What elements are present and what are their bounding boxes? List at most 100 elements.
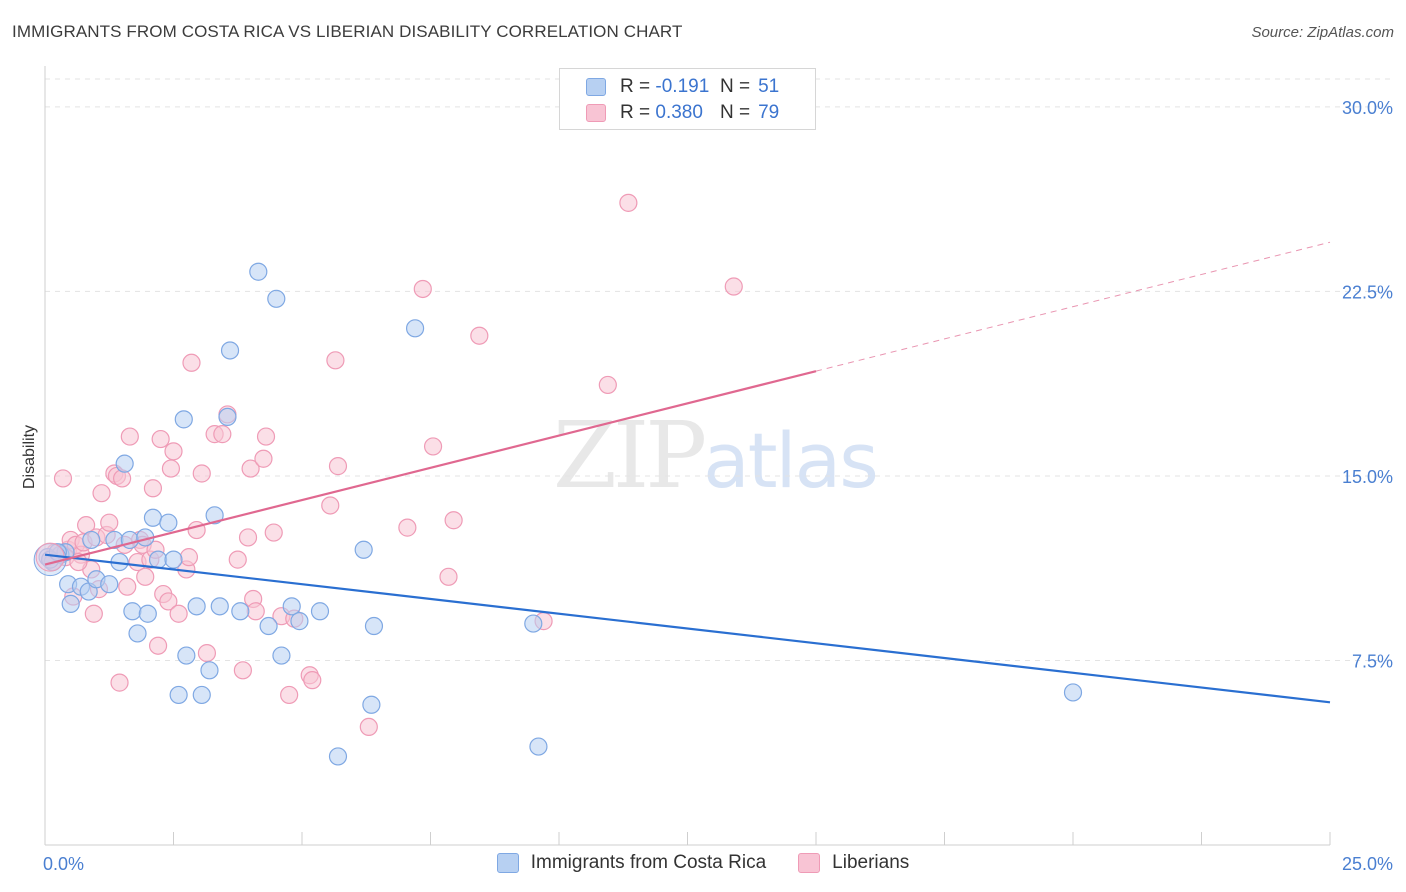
- point-liberian: [598, 375, 617, 395]
- point-liberian: [264, 523, 283, 542]
- y-tick-label: 22.5%: [1342, 282, 1393, 302]
- point-costa-rica: [290, 612, 309, 631]
- n-label: N =: [720, 76, 751, 97]
- point-costa-rica: [310, 602, 330, 621]
- watermark: ZIPatlas: [553, 402, 879, 509]
- point-costa-rica: [192, 685, 211, 705]
- point-liberian: [303, 671, 322, 690]
- point-liberian: [238, 528, 258, 547]
- point-costa-rica: [267, 289, 286, 308]
- point-costa-rica: [249, 262, 268, 281]
- point-costa-rica: [524, 614, 543, 633]
- stats-legend: R = -0.191 N = 51 R = 0.380 N = 79: [559, 68, 816, 130]
- legend-swatch-pink: [798, 853, 821, 873]
- point-liberian: [159, 592, 178, 611]
- trend-line-liberians: [44, 370, 817, 566]
- point-liberian: [321, 496, 340, 515]
- point-costa-rica: [159, 513, 178, 532]
- data-points: [33, 193, 1083, 766]
- point-liberian: [84, 604, 103, 623]
- point-costa-rica: [177, 646, 196, 665]
- point-liberian: [110, 673, 129, 692]
- point-liberian: [143, 479, 163, 498]
- stats-row-liberians: R = 0.380 N = 79: [586, 100, 779, 126]
- point-liberian: [179, 548, 199, 567]
- legend-item-costa-rica[interactable]: Immigrants from Costa Rica: [496, 852, 767, 874]
- x-tick-labels: 0.0% 25.0%: [43, 854, 1393, 874]
- legend-item-liberians[interactable]: Liberians: [798, 852, 909, 874]
- point-liberian: [92, 484, 111, 503]
- n-value: 51: [758, 76, 780, 97]
- point-liberian: [118, 577, 137, 596]
- point-costa-rica: [210, 597, 229, 616]
- r-label: R =: [620, 76, 651, 97]
- point-costa-rica: [123, 602, 142, 621]
- axes: [44, 66, 1331, 846]
- point-liberian: [213, 425, 232, 444]
- point-liberian: [233, 661, 252, 680]
- x-tick-label: 0.0%: [43, 854, 84, 874]
- point-liberian: [197, 643, 217, 663]
- point-liberian: [246, 602, 265, 621]
- point-liberian: [439, 567, 458, 586]
- r-value: 0.380: [655, 102, 703, 123]
- trend-line-liberians-extension: [815, 241, 1331, 372]
- point-liberian: [359, 717, 378, 737]
- r-value: -0.191: [655, 76, 710, 97]
- point-costa-rica: [100, 575, 119, 594]
- point-liberian: [161, 459, 181, 478]
- watermark-zip: ZIP: [553, 402, 707, 509]
- point-costa-rica: [164, 550, 183, 569]
- point-liberian: [423, 437, 443, 456]
- point-costa-rica: [115, 454, 134, 473]
- point-liberian: [148, 636, 168, 655]
- point-liberian: [100, 513, 119, 532]
- legend-label: Immigrants from Costa Rica: [530, 852, 767, 873]
- point-costa-rica: [143, 508, 163, 527]
- legend-swatch-blue: [586, 78, 606, 96]
- point-costa-rica: [138, 604, 157, 623]
- point-costa-rica: [148, 550, 168, 569]
- point-costa-rica: [61, 594, 80, 613]
- trend-line-costa-rica: [44, 553, 1331, 704]
- point-liberian: [164, 442, 183, 461]
- watermark-atlas: atlas: [703, 416, 879, 505]
- y-axis-label: Disability: [21, 425, 38, 489]
- point-costa-rica: [82, 530, 101, 550]
- source-label: Source: ZipAtlas.com: [1251, 24, 1394, 41]
- point-costa-rica: [282, 597, 301, 616]
- point-liberian: [470, 326, 489, 345]
- point-costa-rica: [169, 685, 188, 705]
- point-costa-rica: [529, 737, 548, 756]
- stats-row-costa-rica: R = -0.191 N = 51: [586, 74, 779, 100]
- series-legend: Immigrants from Costa Rica Liberians: [0, 852, 1406, 874]
- point-liberian: [280, 685, 299, 705]
- point-costa-rica: [220, 341, 240, 360]
- grid-lines: [45, 78, 1393, 661]
- point-liberian: [182, 353, 201, 372]
- point-liberian: [254, 449, 273, 468]
- point-costa-rica: [187, 597, 206, 616]
- legend-label: Liberians: [832, 852, 910, 873]
- trend-lines: [44, 241, 1331, 704]
- point-liberian: [120, 427, 139, 446]
- point-liberian: [444, 511, 463, 530]
- point-costa-rica: [272, 646, 291, 665]
- point-costa-rica: [405, 319, 425, 338]
- point-costa-rica: [231, 602, 250, 621]
- point-liberian: [228, 550, 247, 569]
- legend-swatch-blue: [496, 853, 519, 873]
- point-costa-rica: [354, 540, 373, 559]
- point-costa-rica: [362, 695, 381, 714]
- n-value: 79: [758, 102, 780, 123]
- point-liberian: [398, 518, 417, 537]
- point-liberian: [241, 459, 260, 478]
- point-liberian: [256, 427, 276, 446]
- point-costa-rica: [205, 506, 224, 525]
- point-liberian: [192, 464, 211, 483]
- point-costa-rica: [328, 747, 348, 766]
- point-liberian: [326, 351, 345, 370]
- y-tick-label: 7.5%: [1352, 651, 1393, 671]
- chart-title: IMMIGRANTS FROM COSTA RICA VS LIBERIAN D…: [12, 22, 683, 41]
